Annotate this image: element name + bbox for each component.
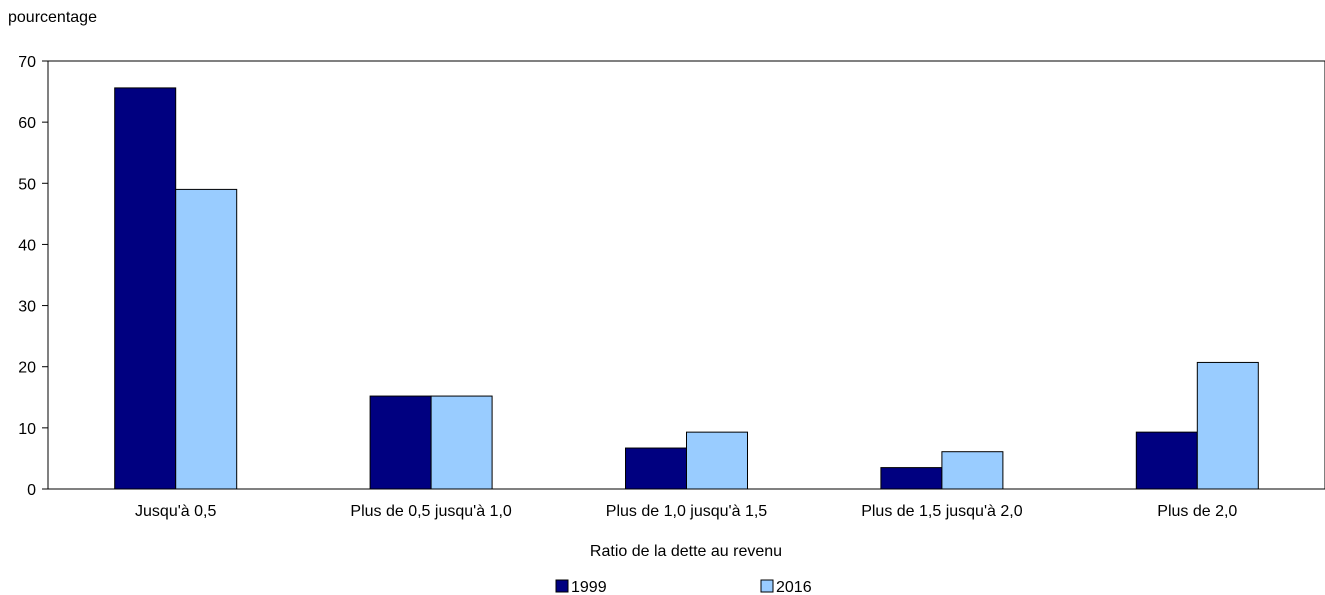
legend: 1999 2016 bbox=[555, 579, 812, 595]
legend-label: 2016 bbox=[776, 579, 812, 595]
bar-1999-0 bbox=[114, 87, 177, 490]
bar-1999-4 bbox=[1135, 431, 1198, 490]
y-tick-label: 50 bbox=[18, 176, 36, 193]
x-tick-label: Plus de 1,0 jusqu'à 1,5 bbox=[606, 503, 767, 520]
y-tick-label: 70 bbox=[18, 54, 36, 71]
bar-2016-3 bbox=[941, 451, 1004, 490]
bar-2016-1 bbox=[430, 395, 493, 490]
y-tick-label: 10 bbox=[18, 421, 36, 438]
x-axis-ticks: Jusqu'à 0,5 Plus de 0,5 jusqu'à 1,0 Plus d… bbox=[135, 503, 1237, 520]
x-tick-label: Plus de 2,0 bbox=[1157, 503, 1237, 520]
plot-area-frame bbox=[47, 60, 1325, 490]
y-axis-ticks: 0 10 20 30 40 50 60 70 bbox=[18, 54, 48, 499]
legend-swatch-2016 bbox=[760, 579, 774, 593]
y-tick-label: 40 bbox=[18, 237, 36, 254]
bar-1999-3 bbox=[880, 467, 943, 490]
y-tick-label: 60 bbox=[18, 115, 36, 132]
bar-2016-2 bbox=[686, 431, 748, 490]
bar-1999-1 bbox=[369, 395, 432, 490]
x-tick-label: Plus de 1,5 jusqu'à 2,0 bbox=[861, 503, 1022, 520]
y-tick-label: 30 bbox=[18, 299, 36, 316]
bars bbox=[114, 87, 1259, 490]
y-tick-label: 20 bbox=[18, 360, 36, 377]
y-axis-label: pourcentage bbox=[8, 9, 97, 26]
bar-2016-4 bbox=[1196, 361, 1259, 490]
bar-2016-0 bbox=[175, 188, 238, 490]
x-axis-label: Ratio de la dette au revenu bbox=[590, 543, 782, 560]
y-tick-label: 0 bbox=[27, 482, 36, 499]
legend-label: 1999 bbox=[571, 579, 607, 595]
legend-swatch-1999 bbox=[555, 579, 569, 593]
x-tick-label: Plus de 0,5 jusqu'à 1,0 bbox=[350, 503, 511, 520]
bar-1999-2 bbox=[625, 447, 687, 490]
x-tick-label: Jusqu'à 0,5 bbox=[135, 503, 216, 520]
